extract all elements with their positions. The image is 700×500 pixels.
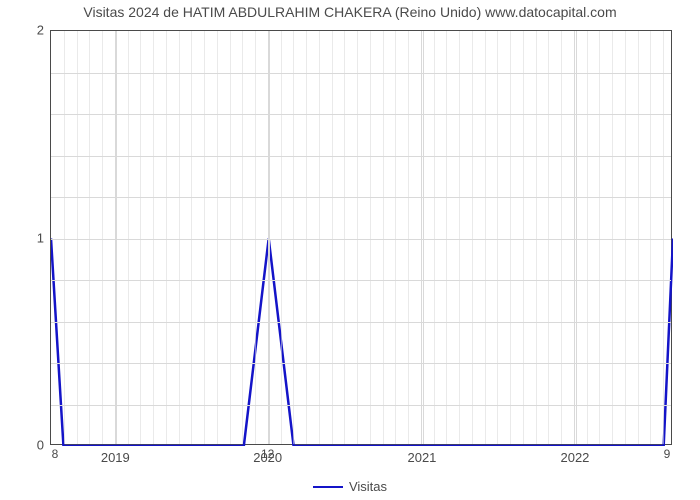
x-minor-gridline [179, 31, 180, 444]
y-gridline [51, 239, 671, 240]
x-minor-gridline [561, 31, 562, 444]
x-minor-gridline [77, 31, 78, 444]
x-minor-gridline [281, 31, 282, 444]
x-minor-gridline [612, 31, 613, 444]
x-minor-gridline [638, 31, 639, 444]
x-minor-gridline [434, 31, 435, 444]
x-minor-gridline [459, 31, 460, 444]
x-minor-gridline [587, 31, 588, 444]
x-minor-gridline [357, 31, 358, 444]
x-minor-gridline [536, 31, 537, 444]
y-minor-gridline [51, 156, 671, 157]
x-gridline [116, 31, 117, 444]
series-line [51, 239, 673, 447]
y-minor-gridline [51, 73, 671, 74]
x-minor-gridline [370, 31, 371, 444]
x-minor-gridline [166, 31, 167, 444]
x-gridline [423, 31, 424, 444]
x-minor-gridline [510, 31, 511, 444]
y-minor-gridline [51, 280, 671, 281]
y-tick-label: 1 [37, 230, 44, 245]
x-minor-gridline [89, 31, 90, 444]
y-minor-gridline [51, 405, 671, 406]
point-label: 9 [664, 447, 671, 461]
x-minor-gridline [306, 31, 307, 444]
x-minor-gridline [268, 31, 269, 444]
x-tick-label: 2022 [560, 450, 589, 465]
legend-swatch [313, 486, 343, 488]
x-minor-gridline [255, 31, 256, 444]
x-gridline [269, 31, 270, 444]
x-tick-label: 2019 [101, 450, 130, 465]
x-minor-gridline [497, 31, 498, 444]
y-minor-gridline [51, 114, 671, 115]
x-minor-gridline [319, 31, 320, 444]
y-tick-label: 2 [37, 23, 44, 38]
x-minor-gridline [472, 31, 473, 444]
legend: Visitas [0, 478, 700, 494]
x-minor-gridline [574, 31, 575, 444]
x-minor-gridline [128, 31, 129, 444]
chart-title: Visitas 2024 de HATIM ABDULRAHIM CHAKERA… [0, 4, 700, 20]
y-tick-label: 0 [37, 438, 44, 453]
x-minor-gridline [383, 31, 384, 444]
x-minor-gridline [115, 31, 116, 444]
x-tick-label: 2021 [407, 450, 436, 465]
x-gridline [576, 31, 577, 444]
x-minor-gridline [191, 31, 192, 444]
x-minor-gridline [102, 31, 103, 444]
x-minor-gridline [217, 31, 218, 444]
x-minor-gridline [204, 31, 205, 444]
x-minor-gridline [625, 31, 626, 444]
point-label: 12 [261, 447, 274, 461]
legend-label: Visitas [349, 479, 387, 494]
y-minor-gridline [51, 363, 671, 364]
x-minor-gridline [599, 31, 600, 444]
x-minor-gridline [395, 31, 396, 444]
x-minor-gridline [548, 31, 549, 444]
x-minor-gridline [650, 31, 651, 444]
x-minor-gridline [663, 31, 664, 444]
point-label: 8 [52, 447, 59, 461]
x-minor-gridline [332, 31, 333, 444]
y-minor-gridline [51, 197, 671, 198]
plot-area [50, 30, 672, 445]
chart-container: Visitas 2024 de HATIM ABDULRAHIM CHAKERA… [0, 0, 700, 500]
x-minor-gridline [446, 31, 447, 444]
x-minor-gridline [242, 31, 243, 444]
x-minor-gridline [293, 31, 294, 444]
x-minor-gridline [421, 31, 422, 444]
y-minor-gridline [51, 322, 671, 323]
x-minor-gridline [408, 31, 409, 444]
x-minor-gridline [523, 31, 524, 444]
x-minor-gridline [140, 31, 141, 444]
x-minor-gridline [153, 31, 154, 444]
x-minor-gridline [64, 31, 65, 444]
x-minor-gridline [344, 31, 345, 444]
x-minor-gridline [485, 31, 486, 444]
x-minor-gridline [230, 31, 231, 444]
